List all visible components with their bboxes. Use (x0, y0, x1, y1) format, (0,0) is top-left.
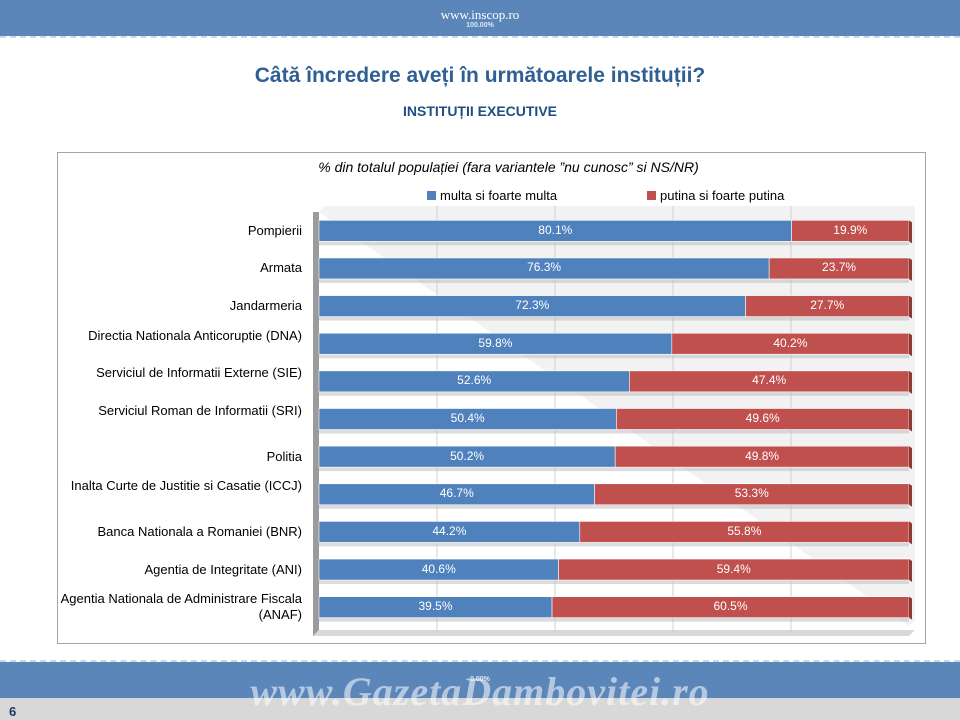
watermark: www.GazetaDambovitei.ro (250, 669, 710, 714)
header-url: www.inscop.ro (440, 7, 520, 22)
footer-bar: 0.00% (0, 662, 960, 698)
bar-end-cap (909, 483, 912, 507)
bar-end-cap (909, 295, 912, 319)
bar-end-cap (909, 257, 912, 281)
category-label: Pompierii (247, 222, 302, 238)
page-subtitle: INSTITUȚII EXECUTIVE (402, 103, 557, 119)
data-label: 49.8% (745, 448, 780, 463)
category-label: Serviciul de Informatii Externe (SIE) (96, 365, 302, 381)
data-label: 50.4% (450, 411, 485, 425)
data-label: 49.6% (745, 411, 780, 425)
legend-swatch-red (647, 191, 656, 200)
data-label: 72.3% (515, 298, 550, 313)
data-label: 19.9% (833, 222, 868, 237)
data-label: 52.6% (457, 373, 492, 388)
data-label: 39.5% (418, 599, 453, 614)
chart-title: % din totalul populației (fara variantel… (318, 159, 699, 175)
category-label: Politia (266, 448, 302, 464)
header-scale: 100.00% (466, 22, 494, 29)
category-label: Inalta Curte de Justitie si Casatie (ICC… (70, 478, 302, 494)
bar-end-cap (909, 559, 912, 583)
category-label: Agentia Nationala de Administrare Fiscal… (60, 591, 302, 623)
bar-end-cap (909, 370, 912, 394)
data-label: 50.2% (450, 448, 485, 463)
legend-item-blue: multa si foarte multa (427, 188, 557, 203)
category-label: Banca Nationala a Romaniei (BNR) (97, 523, 302, 539)
footer-strip (0, 698, 960, 720)
chart-side-wall (313, 212, 319, 636)
data-label: 80.1% (538, 222, 573, 237)
data-label: 59.8% (478, 335, 513, 350)
chart-floor (313, 630, 915, 636)
data-label: 76.3% (527, 260, 562, 275)
category-label: Directia Nationala Anticoruptie (DNA) (88, 327, 302, 343)
bar-end-cap (909, 408, 912, 432)
data-label: 44.2% (432, 523, 467, 538)
legend-swatch-blue (427, 191, 436, 200)
page-number: 6 (9, 704, 17, 719)
bar-end-cap (909, 220, 912, 244)
bar-end-cap (909, 446, 912, 470)
data-label: 53.3% (734, 486, 769, 501)
data-label: 59.4% (716, 561, 751, 576)
category-label: Armata (260, 260, 302, 276)
footer-scale: 0.00% (470, 676, 490, 683)
legend-item-red: putina si foarte putina (647, 188, 784, 203)
legend-label-red: putina si foarte putina (660, 188, 785, 203)
data-label: 55.8% (727, 523, 762, 538)
category-label: Jandarmeria (229, 298, 302, 314)
data-label: 23.7% (822, 260, 857, 275)
data-label: 60.5% (713, 599, 748, 614)
page-title: Câtă încredere aveți în următoarele inst… (254, 64, 706, 87)
bar-end-cap (909, 333, 912, 357)
category-label: Agentia de Integritate (ANI) (144, 561, 302, 577)
footer-divider (0, 660, 960, 662)
header-divider (0, 36, 960, 38)
category-label: Serviciul Roman de Informatii (SRI) (98, 403, 302, 418)
data-label: 46.7% (439, 486, 474, 501)
data-label: 40.6% (421, 561, 456, 576)
legend-label-blue: multa si foarte multa (440, 188, 558, 203)
data-label: 40.2% (773, 335, 808, 350)
data-label: 47.4% (752, 373, 787, 388)
data-label: 27.7% (810, 298, 845, 313)
bar-end-cap (909, 521, 912, 545)
bar-end-cap (909, 596, 912, 620)
header-bar: www.inscop.ro 100.00% (0, 0, 960, 36)
